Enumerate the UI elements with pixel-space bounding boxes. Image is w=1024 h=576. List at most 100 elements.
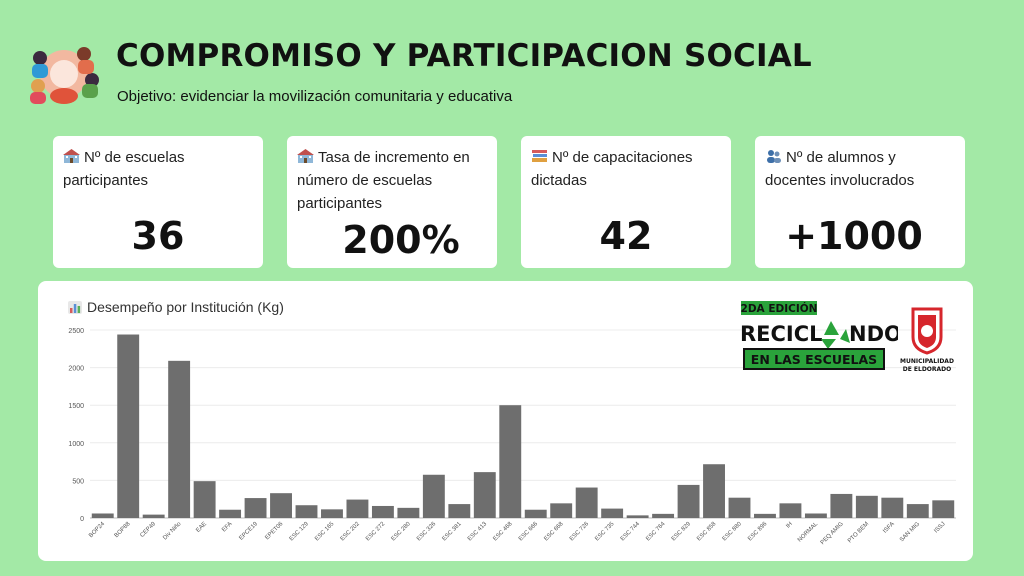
bar [779,503,802,518]
x-tick-label: EFA [221,521,233,533]
bar [652,513,675,518]
chart-panel: 0 500 1000 1500 2000 2500 BOP24 BOP88 CEP49 Div N… [38,281,973,561]
x-tick-label: ESC 764 [645,521,667,543]
bar [244,498,267,518]
bar [422,474,445,518]
bar-chart-icon [68,301,82,314]
bar [881,497,904,518]
y-tick-label: 2000 [68,366,84,373]
bar [91,513,114,518]
recycle-icon [821,321,850,349]
municipality-name-line2: DE ELDORADO [903,366,952,373]
x-tick-label: ESC 165 [314,521,336,543]
school-icon [63,149,80,163]
x-tick-label: ESC 735 [594,521,616,543]
x-tick-label: ESC 468 [492,521,514,543]
bar [728,497,751,518]
people-icon [767,150,781,163]
x-tick-label: PEQ AMIG [820,521,845,546]
bar [219,509,242,518]
page-title: COMPROMISO Y PARTICIPACION SOCIAL [116,38,812,74]
x-tick-label: ESC 202 [340,521,362,543]
x-tick-label: ESC 381 [442,521,464,543]
municipality-logo: MUNICIPALIDAD DE ELDORADO [900,307,954,373]
community-hands-icon [30,47,99,104]
x-tick-label: BOP24 [88,521,106,539]
bar [371,505,394,518]
x-tick-label: ESC 413 [467,521,489,543]
logo-edition: 2DA EDICIÓN [741,302,818,315]
x-tick-label: NORMAL [797,521,820,544]
y-tick-label: 500 [72,478,84,485]
x-tick-label: EPCE19 [238,521,259,542]
bar [270,493,292,518]
bar-chart: 0 500 1000 1500 2000 2500 BOP24 BOP88 CEP49 Div N… [68,328,956,546]
x-tick-label: ESC 668 [543,521,565,543]
x-tick-label: ESC 272 [365,521,387,543]
stat-card-alumnos: Nº de alumnos y docentes involucrados +1… [755,136,965,268]
x-tick-label: ISFA [882,521,895,534]
x-tick-label: CEP49 [139,521,157,539]
x-tick-label: BOP88 [114,521,132,539]
x-tick-label: ISSJ [933,521,946,534]
stat-label-tasa: Tasa de incremento en número de escuelas… [297,149,470,212]
x-tick-label: ESC 880 [722,521,744,543]
bar [321,509,343,518]
x-tick-label: SAN MIG [899,521,921,543]
bar [754,513,776,518]
x-tick-label: ESC 666 [518,521,540,543]
bar [524,509,547,518]
logo-word-right: NDO [849,322,898,346]
x-tick-label: EPET06 [264,521,285,542]
bar [117,334,140,518]
bar [626,515,649,518]
bar [499,405,522,518]
x-tick-label: PTO BEM [847,521,870,544]
y-tick-label: 1500 [68,403,84,410]
bar [575,487,598,518]
x-tick-label: ESC 280 [391,521,413,543]
x-tick-label: ESC 744 [620,521,642,543]
stat-card-escuelas: Nº de escuelas participantes 36 [53,136,263,268]
books-icon [532,150,547,162]
x-tick-label: IH [785,521,793,529]
x-tick-label: ESC 129 [289,521,311,543]
bar [703,464,725,518]
page-subtitle: Objetivo: evidenciar la movilización com… [117,88,513,105]
reciclando-logo: 2DA EDICIÓN RECICL NDO EN LAS ESCUELAS [740,301,898,370]
x-tick-label: ESC 726 [569,521,591,543]
bar [830,493,853,518]
bar [142,514,165,518]
x-tick-label: ESC 829 [671,521,693,543]
stat-card-tasa: Tasa de incremento en número de escuelas… [287,136,497,268]
stat-card-capacitaciones: Nº de capacitaciones dictadas 42 [521,136,731,268]
bar [295,505,318,518]
x-tick-label: ESC 896 [747,521,769,543]
bar [677,484,700,518]
bar [448,504,471,518]
bar [168,360,191,518]
stat-label-escuelas: Nº de escuelas participantes [63,149,185,189]
bar [193,481,216,518]
chart-title: Desempeño por Institución (Kg) [87,299,284,315]
stat-value-tasa: 200% [342,218,460,262]
logo-word-left: RECICL [740,322,823,346]
bar [550,503,573,518]
logo-banner: EN LAS ESCUELAS [751,352,877,367]
x-tick-label: ESC 858 [696,521,718,543]
stat-label-capacitaciones: Nº de capacitaciones dictadas [531,149,693,189]
bar [346,499,369,518]
stat-value-alumnos: +1000 [785,214,923,258]
bar [906,504,929,518]
stat-label-alumnos: Nº de alumnos y docentes involucrados [765,149,915,189]
stat-value-escuelas: 36 [131,214,185,258]
municipality-name-line1: MUNICIPALIDAD [900,358,954,365]
x-tick-label: Div Niño [162,521,183,542]
bar [601,508,624,518]
y-tick-label: 2500 [68,328,84,335]
bar [397,507,420,518]
bar [473,472,496,518]
bar [804,513,827,518]
bar [855,495,878,518]
x-tick-label: ESC 326 [416,521,438,543]
